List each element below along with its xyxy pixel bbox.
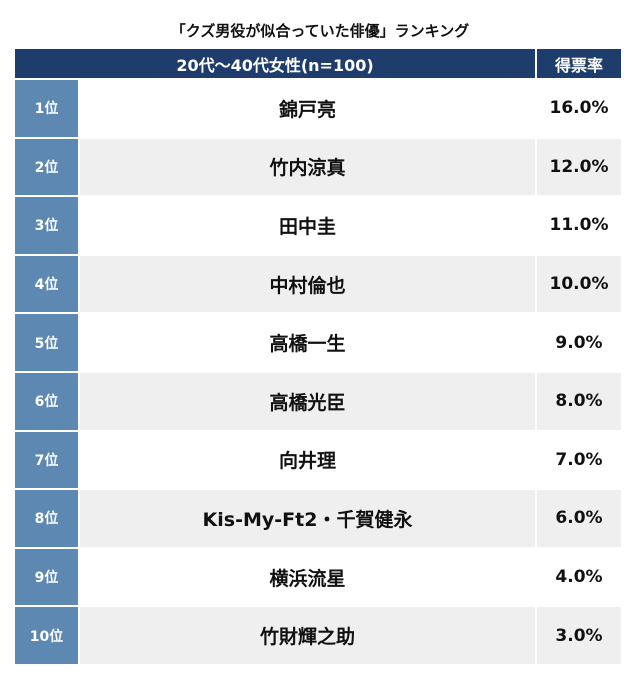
name-cell: 高橋一生: [80, 314, 535, 371]
rate-cell: 10.0%: [537, 255, 621, 313]
rank-cell: 7位: [15, 431, 78, 489]
rank-cell: 8位: [15, 490, 78, 547]
rank-cell: 6位: [15, 373, 78, 430]
name-cell: Kis-My-Ft2・千賀健永: [80, 490, 535, 547]
name-cell: 錦戸亮: [80, 80, 535, 137]
name-cell: 向井理: [80, 431, 535, 489]
rate-header: 得票率: [537, 49, 621, 78]
rate-cell: 4.0%: [537, 548, 621, 606]
name-cell: 竹内涼真: [80, 138, 535, 196]
rate-cell: 12.0%: [537, 138, 621, 196]
name-cell: 竹財輝之助: [80, 607, 535, 664]
rank-cell: 10位: [15, 607, 78, 664]
rate-cell: 3.0%: [537, 607, 621, 664]
rate-cell: 16.0%: [537, 80, 621, 137]
rate-cell: 8.0%: [537, 373, 621, 430]
rank-cell: 2位: [15, 138, 78, 196]
rate-cell: 6.0%: [537, 490, 621, 547]
name-cell: 横浜流星: [80, 548, 535, 606]
rate-cell: 7.0%: [537, 431, 621, 489]
name-cell: 田中圭: [80, 197, 535, 254]
rate-cell: 9.0%: [537, 314, 621, 371]
rank-cell: 5位: [15, 314, 78, 371]
title: 「クズ男役が似合っていた俳優」ランキング: [170, 22, 470, 40]
rate-cell: 11.0%: [537, 197, 621, 254]
rank-cell: 9位: [15, 548, 78, 606]
rank-cell: 4位: [15, 255, 78, 313]
name-cell: 中村倫也: [80, 255, 535, 313]
name-cell: 高橋光臣: [80, 373, 535, 430]
rank-cell: 3位: [15, 197, 78, 254]
group-header: 20代〜40代女性(n=100): [15, 49, 535, 78]
rank-cell: 1位: [15, 80, 78, 137]
